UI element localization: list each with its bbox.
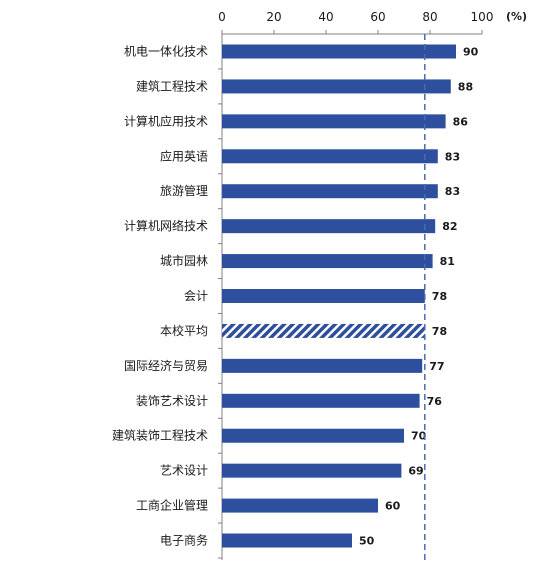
bar	[222, 393, 420, 408]
category-label: 机电一体化技术	[124, 45, 208, 59]
category-label: 应用英语	[160, 148, 208, 163]
data-label: 77	[429, 360, 444, 373]
category-label: 国际经济与贸易	[124, 358, 208, 373]
data-label: 83	[445, 150, 460, 163]
x-tick-label: 40	[318, 10, 333, 24]
data-label: 60	[385, 500, 401, 513]
data-label: 90	[463, 46, 479, 59]
category-label: 城市园林	[160, 253, 208, 268]
category-label: 装饰艺术设计	[136, 394, 208, 408]
category-label: 建筑装饰工程技术	[112, 428, 208, 443]
bar	[222, 184, 438, 199]
bar-average	[222, 323, 425, 338]
value-labels: 90 88 86 83 83 82 81 78 78 77 76 70 69 60 50	[359, 46, 479, 548]
category-label: 计算机应用技术	[124, 113, 208, 128]
bar	[222, 533, 352, 548]
x-tick-label: 20	[266, 10, 281, 24]
category-label: 电子商务	[160, 533, 208, 548]
bar	[222, 254, 433, 269]
data-label: 78	[432, 290, 447, 303]
x-tick-label: 0	[218, 10, 226, 24]
x-tick-label: 100	[471, 10, 494, 24]
bar	[222, 428, 404, 443]
category-label: 建筑工程技术	[136, 78, 208, 93]
data-label: 50	[359, 535, 375, 548]
category-label: 计算机网络技术	[124, 218, 208, 233]
bar	[222, 463, 402, 478]
category-label: 会计	[184, 289, 208, 303]
x-tick-label: 80	[422, 10, 437, 24]
data-label: 70	[411, 430, 427, 443]
category-labels: 机电一体化技术建筑工程技术计算机应用技术应用英语旅游管理计算机网络技术城市园林会…	[112, 45, 208, 548]
bar	[222, 114, 446, 129]
bar	[222, 219, 436, 234]
data-label: 69	[408, 465, 423, 478]
bar	[222, 498, 378, 513]
category-label: 艺术设计	[160, 464, 208, 478]
bar	[222, 149, 438, 164]
bar	[222, 358, 423, 373]
data-label: 86	[453, 115, 469, 128]
data-label: 83	[445, 185, 460, 198]
bars	[222, 44, 456, 548]
x-tick-label: 60	[370, 10, 385, 24]
data-label: 88	[458, 80, 473, 93]
data-label: 81	[440, 255, 455, 268]
category-label: 工商企业管理	[136, 498, 208, 513]
data-label: 76	[427, 395, 443, 408]
category-label: 本校平均	[160, 323, 208, 338]
data-label: 78	[432, 325, 447, 338]
data-label: 82	[442, 220, 457, 233]
bar	[222, 44, 456, 59]
bar	[222, 289, 425, 304]
category-label: 旅游管理	[160, 183, 208, 198]
bar	[222, 79, 451, 94]
x-axis-unit: (%)	[506, 10, 527, 23]
